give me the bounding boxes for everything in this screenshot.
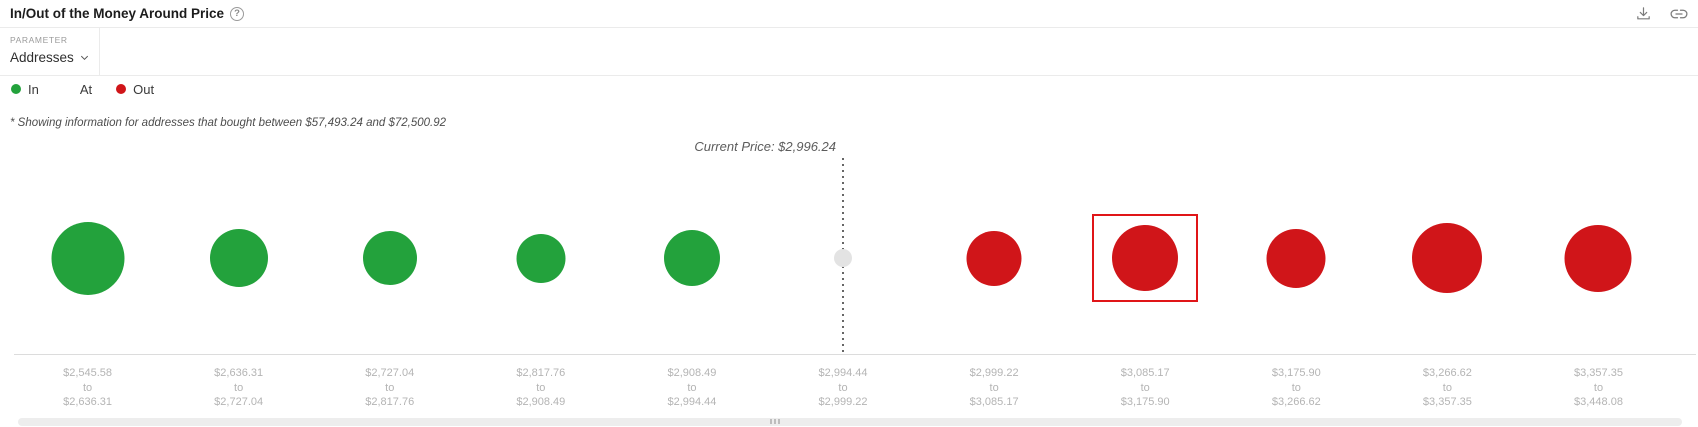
x-axis-line [14, 354, 1696, 355]
price-range-label: $2,999.22 to $3,085.17 [969, 367, 1019, 408]
legend-item-out[interactable]: Out [116, 82, 154, 97]
price-range-label: $2,727.04 to $2,817.76 [365, 367, 415, 408]
chart-column [1372, 135, 1523, 354]
range-note: * Showing information for addresses that… [10, 117, 447, 129]
price-range-label: $3,357.35 to $3,448.08 [1574, 367, 1623, 408]
download-icon[interactable] [1634, 5, 1652, 23]
bubble-chart [12, 135, 1674, 354]
chart-column [1523, 135, 1674, 354]
help-icon[interactable]: ? [230, 6, 245, 21]
page-title: In/Out of the Money Around Price [10, 6, 225, 21]
price-range-label: $2,908.49 to $2,994.44 [667, 367, 717, 408]
parameter-cell: PARAMETER Addresses [0, 28, 100, 76]
legend-label: At [79, 81, 93, 97]
chart-column [12, 135, 163, 354]
bubble-in[interactable] [362, 231, 417, 285]
selection-box [1092, 214, 1199, 302]
price-range-label: $3,175.90 to $3,266.62 [1271, 367, 1321, 408]
chart-column [616, 135, 767, 354]
legend-label: Out [133, 81, 155, 97]
bubble-in[interactable] [51, 221, 125, 295]
chevron-down-icon [80, 55, 88, 60]
price-range-label: $2,545.58 to $2,636.31 [63, 367, 113, 408]
chart-column [919, 135, 1070, 354]
price-range-label: $2,636.31 to $2,727.04 [214, 367, 264, 408]
legend-item-at[interactable]: At [62, 81, 93, 97]
at-dot-icon [62, 84, 73, 94]
bubble-in[interactable] [209, 229, 268, 287]
chart-column [1221, 135, 1372, 354]
chart-column [163, 135, 314, 354]
chart-column [314, 135, 465, 354]
chart-legend: In At Out [0, 76, 1698, 102]
parameter-label: PARAMETER [10, 35, 68, 45]
bubble-in[interactable] [663, 230, 720, 286]
legend-label: In [28, 81, 39, 97]
scrollbar-grip-icon[interactable] [770, 419, 780, 424]
chart-column [1070, 135, 1221, 354]
parameter-dropdown[interactable]: Addresses [10, 50, 90, 65]
parameter-value: Addresses [10, 50, 74, 65]
price-range-label: $3,266.62 to $3,357.35 [1422, 367, 1472, 408]
out-dot-icon [116, 84, 127, 94]
x-axis-ticks: $2,545.58 to $2,636.31 $2,636.31 to $2,727.04… [12, 366, 1674, 410]
bubble-at[interactable] [834, 249, 853, 267]
bubble-out[interactable] [966, 230, 1022, 286]
bubble-out[interactable] [1412, 223, 1483, 293]
bubble-out[interactable] [1266, 228, 1326, 288]
widget-header: In/Out of the Money Around Price ? [0, 0, 1698, 28]
current-price-label: Current Price: $2,996.24 [694, 139, 836, 154]
chart-column [767, 135, 918, 354]
bubble-out[interactable] [1564, 224, 1632, 292]
price-range-label: $2,817.76 to $2,908.49 [516, 367, 566, 408]
parameter-row: PARAMETER Addresses [0, 28, 1698, 76]
in-dot-icon [11, 84, 21, 94]
price-range-label: $3,085.17 to $3,175.90 [1120, 367, 1170, 408]
legend-item-in[interactable]: In [11, 82, 39, 97]
range-scrollbar[interactable] [18, 418, 1682, 426]
bubble-in[interactable] [516, 233, 566, 283]
price-range-label: $2,994.44 to $2,999.22 [818, 367, 868, 408]
chart-column [465, 135, 616, 354]
link-icon[interactable] [1670, 5, 1688, 23]
bubble-out[interactable] [1112, 225, 1179, 291]
